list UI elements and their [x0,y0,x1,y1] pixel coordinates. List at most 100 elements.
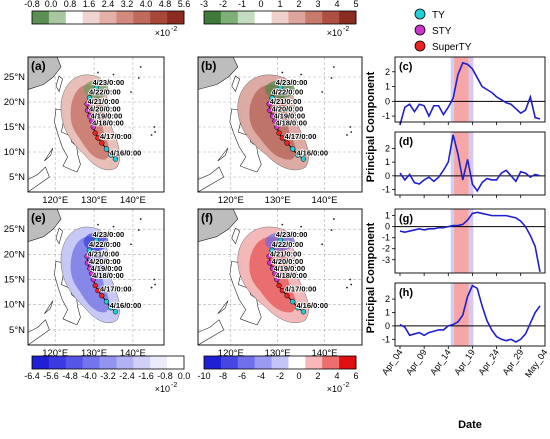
ts-frame [394,56,546,123]
colorbar-tick-label: -8 [219,371,227,381]
colorbar-tick-label: -3.2 [100,371,116,381]
colorbar-swatch [82,356,100,369]
colorbar-swatch [254,11,272,24]
y-tick-label: 0 [385,96,390,106]
colorbar-swatch [65,11,83,24]
island-dot [346,286,348,289]
lat-tick-label: 10°N [4,300,25,311]
colorbar-tick-label: 4 [334,371,339,381]
track-point [95,287,101,294]
track-date-label: 4/21/0:00 [270,97,302,106]
colorbar-frame [203,10,357,25]
series-line [399,134,541,193]
map-panels: 4/23/0:004/22/0:004/21/0:004/20/0:004/19… [4,56,363,359]
colorbar-tick-label: 0.8 [64,0,77,9]
track-point [84,107,91,114]
island-dot [332,66,335,68]
event-band-sty [468,57,474,122]
colorbar-tick-label: -4.8 [62,371,78,381]
track-date-label: 4/21/0:00 [270,249,302,258]
china-coast [198,209,239,243]
track-date-label: 4/18/0:00 [275,271,307,280]
colorbar-swatch [48,11,67,24]
event-band-superty [454,209,469,273]
track-date-label: 4/22/0:00 [89,88,121,97]
panel-label: (d) [399,136,413,148]
track-date-label: 4/17/0:00 [285,132,317,141]
track-point [99,292,105,299]
lat-tick-label: 5°N [9,325,25,336]
track-point [300,309,307,315]
colorbar-swatch [204,11,222,24]
island-dot [300,225,302,228]
island-dot [130,243,132,246]
y-tick-label: 2 [385,67,390,77]
panel-label: (f) [201,211,213,225]
map-inner: 4/23/0:004/22/0:004/21/0:004/20/0:004/19… [28,209,164,345]
track-date-label: 4/16/0:00 [296,149,328,158]
panel-label: (c) [399,61,413,73]
map-panel: 4/23/0:004/22/0:004/21/0:004/20/0:004/19… [197,208,363,359]
borneo [28,166,50,192]
x-tick-label: Apr_14 [428,347,453,377]
island-dot [154,131,156,133]
legend-marker [414,40,426,52]
y-tick-label: 2 [385,143,390,153]
island-dot [321,91,324,93]
timeseries-panel: -1 0 1 2 (d) [382,131,546,198]
track-point [277,85,284,91]
colorbar-tick-label: 4.8 [159,0,172,9]
china-coast [28,57,62,90]
lon-tick-label: 130°E [265,195,291,206]
colorbar-tick-label: -3 [200,0,208,9]
colorbar-swatch [48,356,67,369]
colorbar-swatch [32,356,50,369]
colorbar-swatch [322,356,340,369]
colorbar-tick-label: -1.6 [138,371,154,381]
colorbar-scale-label: ×10 [327,28,342,38]
lon-tick-label: 140°E [120,195,146,206]
colorbar-swatch [150,11,168,24]
track-point [272,90,278,96]
event-band-ty [450,57,455,122]
colorbar-tick-label: 0.0 [45,0,58,9]
philippines [54,261,81,326]
island-dot [154,283,156,286]
colorbar-swatch [82,11,100,24]
lon-tick-label: 120°E [42,195,68,206]
colorbar-tick-label: -2 [276,371,284,381]
track-date-label: 4/16/0:00 [110,301,142,310]
map-inner: 4/23/0:004/22/0:004/21/0:004/20/0:004/19… [28,57,164,192]
y-tick-label: -2 [382,244,390,254]
island-dot [346,134,348,136]
event-band-ty [450,283,455,346]
y-axis-label: Principal Component [365,222,377,333]
y-tick-label: 1 [385,157,390,167]
palawan [217,147,229,162]
colorbar-tick-label: 4.0 [140,0,153,9]
colorbar-tick-label: -0.8 [24,0,40,9]
track-date-label: 4/17/0:00 [285,285,317,294]
track-point [290,299,296,305]
island-dot [350,131,353,133]
track-date-label: 4/17/0:00 [100,132,132,141]
track-date-label: 4/18/0:00 [92,271,124,280]
track-point [93,237,100,243]
colorbar-swatch [271,356,289,369]
track-point [272,118,278,124]
china-coast [28,209,62,243]
timeseries-panel: -1 0 1 2 (h) [382,282,546,349]
track-point [272,242,278,248]
track-date-label: 4/23/0:00 [93,230,125,239]
colorbar-swatch [32,11,50,24]
track-date-label: 4/23/0:00 [93,78,125,87]
island-dot [281,71,284,74]
y-axis-label: Principal Component [365,71,377,182]
x-axis-label: Date [458,419,482,431]
x-tick-label: Apr_24 [476,347,501,377]
colorbar-tick-label: 1 [277,0,282,9]
y-tick-label: 1 [385,307,390,317]
island-dot [314,153,317,156]
lon-tick-label: 140°E [312,348,338,359]
colorbar-bottom-right: -10 -8 -6 -4 -2 0 2 4 6×10 -2 [197,355,359,394]
